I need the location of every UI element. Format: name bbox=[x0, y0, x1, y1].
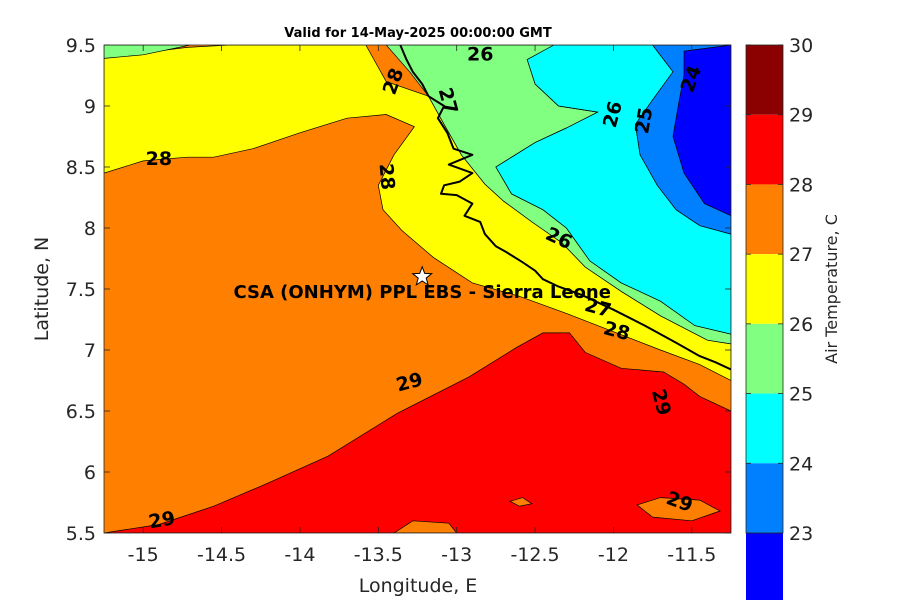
colorbar-tick-label: 29 bbox=[789, 105, 813, 127]
y-tick-label: 9.5 bbox=[66, 35, 96, 57]
y-tick-label: 8.5 bbox=[66, 157, 96, 179]
x-tick-label: -11.5 bbox=[667, 544, 716, 566]
y-tick-label: 5.5 bbox=[66, 523, 96, 545]
x-tick-label: -13.5 bbox=[354, 544, 403, 566]
y-tick-label: 6 bbox=[84, 462, 96, 484]
contour-label: 29 bbox=[147, 507, 177, 533]
colorbar-swatch bbox=[746, 323, 783, 394]
contour-region-26-27 bbox=[104, 45, 191, 59]
y-axis-label: Latitude, N bbox=[31, 237, 53, 342]
contour-region-28-29 bbox=[393, 520, 458, 533]
contour-region-29-30 bbox=[104, 332, 731, 533]
y-axis-ticks: 9.5 9 8.5 8 7.5 7 6.5 6 5.5 bbox=[66, 35, 731, 545]
contour-fill-layer bbox=[104, 45, 731, 533]
colorbar-swatch bbox=[746, 533, 783, 600]
coastline bbox=[399, 45, 731, 371]
contour-region-23-24 bbox=[672, 45, 731, 217]
colorbar-tick-label: 25 bbox=[789, 384, 813, 406]
contour-region-28-29 bbox=[509, 497, 533, 507]
contour-region-28-29 bbox=[636, 497, 721, 522]
colorbar-swatch bbox=[746, 254, 783, 324]
x-tick-label: -14 bbox=[284, 544, 315, 566]
contour-label: 26 bbox=[467, 43, 493, 65]
site-marker-group: CSA (ONHYM) PPL EBS - Sierra Leone bbox=[233, 265, 611, 303]
y-tick-label: 8 bbox=[84, 218, 96, 240]
colorbar-tick-label: 24 bbox=[789, 453, 813, 475]
x-tick-label: -14.5 bbox=[197, 544, 246, 566]
colorbar-swatch bbox=[746, 393, 783, 464]
colorbar-tick-label: 30 bbox=[789, 35, 813, 57]
map-title: Valid for 14-May-2025 00:00:00 GMT bbox=[284, 26, 552, 41]
colorbar-tick-label: 26 bbox=[789, 314, 813, 336]
colorbar-frame bbox=[745, 44, 784, 534]
x-tick-label: -15 bbox=[128, 544, 159, 566]
coastline-layer bbox=[399, 45, 731, 371]
x-tick-label: -13 bbox=[441, 544, 472, 566]
colorbar-tick-label: 27 bbox=[789, 244, 813, 266]
colorbar: 30 29 28 27 26 25 24 23 bbox=[745, 35, 813, 600]
x-tick-label: -12.5 bbox=[510, 544, 559, 566]
colorbar-label: Air Temperature, C bbox=[822, 214, 841, 364]
x-axis-ticks: -15 -14.5 -14 -13.5 -13 -12.5 -12 -11.5 bbox=[128, 45, 716, 566]
colorbar-swatch bbox=[746, 45, 783, 115]
y-tick-label: 7.5 bbox=[66, 279, 96, 301]
contour-label: 28 bbox=[146, 148, 172, 170]
y-tick-label: 9 bbox=[84, 96, 96, 118]
y-tick-label: 6.5 bbox=[66, 401, 96, 423]
x-tick-label: -12 bbox=[598, 544, 629, 566]
x-axis-label: Longitude, E bbox=[359, 575, 478, 597]
site-star-marker bbox=[411, 265, 434, 287]
colorbar-tick-label: 23 bbox=[789, 523, 813, 545]
contour-label: 25 bbox=[631, 106, 657, 136]
colorbar-tick-label: 28 bbox=[789, 174, 813, 196]
contour-label: 28 bbox=[375, 163, 399, 191]
colorbar-swatch bbox=[746, 114, 783, 185]
y-tick-label: 7 bbox=[84, 340, 96, 362]
colorbar-swatch bbox=[746, 463, 783, 533]
site-label: CSA (ONHYM) PPL EBS - Sierra Leone bbox=[233, 282, 610, 303]
colorbar-swatch bbox=[746, 184, 783, 255]
